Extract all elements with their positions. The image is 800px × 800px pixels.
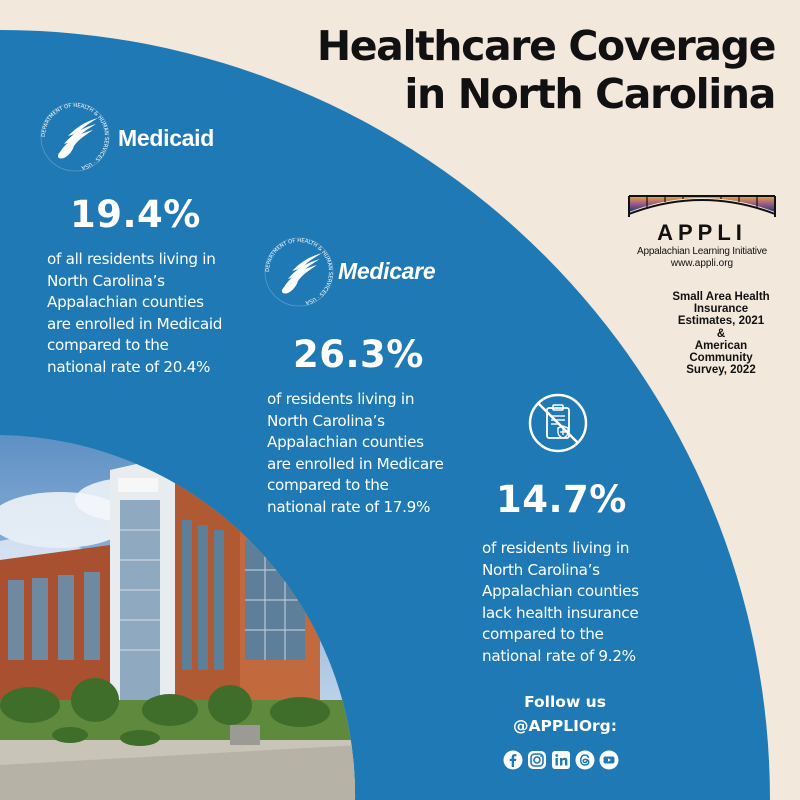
medicaid-line: compared to the <box>47 336 169 355</box>
uninsured-percent: 14.7% <box>496 478 627 521</box>
uninsured-line: compared to the <box>482 625 604 644</box>
title-line-2: in North Carolina <box>404 70 776 118</box>
appli-url[interactable]: www.appli.org <box>670 258 734 269</box>
source-line: Small Area Health <box>672 291 770 303</box>
medicare-line: North Carolina’s <box>267 411 385 430</box>
medicare-line: are enrolled in Medicare <box>267 454 444 473</box>
source-line: Survey, 2022 <box>686 364 756 377</box>
medicaid-line: of all residents living in <box>47 250 216 268</box>
medicare-line: national rate of 17.9% <box>267 497 431 516</box>
youtube-icon[interactable] <box>599 750 619 770</box>
medicaid-line: national rate of 20.4% <box>47 357 211 376</box>
uninsured-line: of residents living in <box>482 539 630 557</box>
page-title: Healthcare Coverage in North Carolina <box>240 22 777 118</box>
follow-line-1: Follow us <box>524 693 606 711</box>
source-line: American <box>694 339 748 352</box>
building-sign <box>118 478 158 492</box>
appli-name: APPLI <box>657 220 747 245</box>
uninsured-line: lack health insurance <box>482 603 639 622</box>
medicare-label: Medicare <box>338 258 436 284</box>
medicaid-line: are enrolled in Medicaid <box>47 314 223 333</box>
medicaid-line: Appalachian counties <box>47 293 204 312</box>
source-line: Estimates, 2021 <box>677 315 765 328</box>
source-line: & <box>716 327 726 340</box>
uninsured-line: North Carolina’s <box>482 560 600 579</box>
medicaid-label: Medicaid <box>118 125 215 151</box>
follow-handle[interactable]: @APPLIOrg: <box>513 717 617 735</box>
medicaid-description: of all residents living in North Carolin… <box>47 249 222 379</box>
instagram-icon[interactable] <box>527 750 547 770</box>
threads-icon[interactable] <box>575 750 595 770</box>
medicaid-line: North Carolina’s <box>47 271 165 290</box>
hhs-eagle-logo-icon: DEPARTMENT OF HEALTH & HUMAN SERVICES · … <box>40 102 110 172</box>
appli-logo: APPLI Appalachian Learning Initiative ww… <box>612 190 792 269</box>
medicare-line: Appalachian counties <box>267 433 424 452</box>
uninsured-line: Appalachian counties <box>482 582 639 601</box>
medicare-description: of residents living in North Carolina’s … <box>267 389 444 519</box>
medicare-line: of residents living in <box>267 390 415 408</box>
hhs-eagle-logo-icon: DEPARTMENT OF HEALTH & HUMAN SERVICES · … <box>264 237 334 307</box>
linkedin-icon[interactable] <box>551 750 571 770</box>
source-line: Community <box>689 352 753 365</box>
no-insurance-icon <box>528 393 588 453</box>
social-icons <box>503 750 619 770</box>
medicare-line: compared to the <box>267 476 389 495</box>
appli-bridge-icon <box>628 195 776 217</box>
title-line-1: Healthcare Coverage <box>316 22 777 70</box>
data-source: Small Area Health Insurance Estimates, 2… <box>660 291 782 376</box>
facebook-icon[interactable] <box>503 750 523 770</box>
medicare-percent: 26.3% <box>293 333 424 376</box>
source-line: Insurance <box>693 303 749 316</box>
appli-subtitle: Appalachian Learning Initiative <box>636 246 767 257</box>
uninsured-description: of residents living in North Carolina’s … <box>482 538 639 668</box>
uninsured-line: national rate of 9.2% <box>482 646 636 665</box>
medicaid-percent: 19.4% <box>70 193 201 236</box>
follow-us: Follow us @APPLIOrg: <box>495 690 635 738</box>
